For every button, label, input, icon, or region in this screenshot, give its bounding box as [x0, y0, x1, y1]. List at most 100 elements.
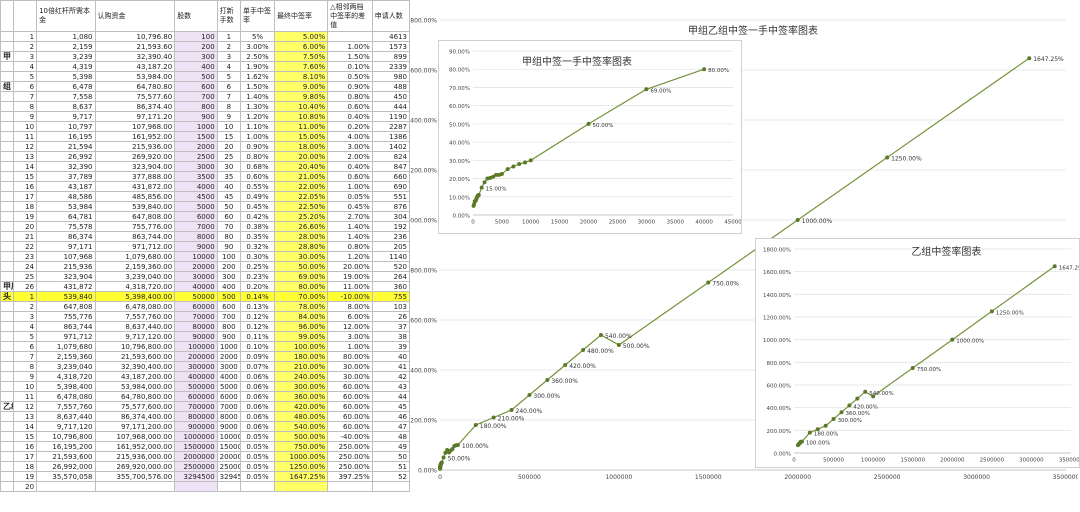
cell-n[interactable]: 4	[12, 61, 38, 72]
cell-a[interactable]: 876	[371, 201, 410, 212]
cell-s[interactable]: 400000	[174, 371, 218, 382]
cell-n[interactable]: 11	[12, 391, 38, 402]
cell-fr[interactable]: 30.00%	[274, 251, 329, 262]
cell-n[interactable]: 20	[12, 221, 38, 232]
cell-p[interactable]: 21,594	[36, 141, 96, 152]
cell-a[interactable]: 450	[371, 91, 410, 102]
cell-l[interactable]: 9000	[216, 421, 242, 432]
cell-a[interactable]	[371, 481, 410, 492]
cell-n[interactable]: 16	[12, 181, 38, 192]
cell-l[interactable]: 700	[216, 311, 242, 322]
cell-r[interactable]: 0.20%	[240, 281, 276, 292]
cell-n[interactable]: 8	[12, 101, 38, 112]
cell-f[interactable]: 485,856.00	[94, 191, 176, 202]
cell-a[interactable]: 264	[371, 271, 410, 282]
cell-fr[interactable]: 750.00%	[274, 441, 329, 452]
cell-p[interactable]: 4,319	[36, 61, 96, 72]
cell-r[interactable]: 0.32%	[240, 241, 276, 252]
cell-a[interactable]: 444	[371, 101, 410, 112]
cell-r[interactable]: 0.06%	[240, 391, 276, 402]
group-label-cell[interactable]	[0, 331, 14, 342]
header-cell[interactable]: 股数	[174, 0, 218, 32]
cell-r[interactable]: 0.12%	[240, 321, 276, 332]
cell-p[interactable]: 6,478	[36, 81, 96, 92]
cell-l[interactable]: 2	[216, 41, 242, 52]
cell-f[interactable]: 53,984.00	[94, 71, 176, 82]
group-label-cell[interactable]	[0, 181, 14, 192]
cell-a[interactable]: 51	[371, 461, 410, 472]
cell-p[interactable]: 48,586	[36, 191, 96, 202]
cell-n[interactable]: 19	[12, 471, 38, 482]
cell-l[interactable]: 5000	[216, 381, 242, 392]
cell-r[interactable]: 0.60%	[240, 171, 276, 182]
cell-n[interactable]: 6	[12, 341, 38, 352]
cell-fr[interactable]: 240.00%	[274, 371, 329, 382]
cell-f[interactable]: 863,744.00	[94, 231, 176, 242]
cell-n[interactable]: 17	[12, 451, 38, 462]
cell-p[interactable]: 53,984	[36, 201, 96, 212]
cell-fr[interactable]: 180.00%	[274, 351, 329, 362]
cell-d[interactable]: 30.00%	[327, 361, 373, 372]
cell-l[interactable]: 70	[216, 221, 242, 232]
cell-s[interactable]: 2500000	[174, 461, 218, 472]
cell-l[interactable]: 40	[216, 181, 242, 192]
cell-f[interactable]: 75,577.60	[94, 91, 176, 102]
cell-a[interactable]: 49	[371, 441, 410, 452]
cell-p[interactable]: 8,637	[36, 101, 96, 112]
cell-n[interactable]: 10	[12, 381, 38, 392]
cell-r[interactable]: 0.35%	[240, 231, 276, 242]
group-label-cell[interactable]	[0, 101, 14, 112]
cell-fr[interactable]: 99.00%	[274, 331, 329, 342]
cell-fr[interactable]: 70.00%	[274, 291, 329, 302]
cell-n[interactable]: 8	[12, 361, 38, 372]
cell-a[interactable]: 980	[371, 71, 410, 82]
cell-s[interactable]: 800	[174, 101, 218, 112]
cell-n[interactable]: 22	[12, 241, 38, 252]
cell-a[interactable]: 2287	[371, 121, 410, 132]
cell-r[interactable]: 0.25%	[240, 261, 276, 272]
cell-s[interactable]: 100000	[174, 341, 218, 352]
cell-d[interactable]: 80.00%	[327, 351, 373, 362]
cell-p[interactable]: 8,637,440	[36, 411, 96, 422]
cell-a[interactable]: 52	[371, 471, 410, 482]
group-label-cell[interactable]	[0, 311, 14, 322]
cell-fr[interactable]: 5.00%	[274, 31, 329, 42]
cell-f[interactable]: 21,593,600.00	[94, 351, 176, 362]
cell-s[interactable]: 800000	[174, 411, 218, 422]
cell-n[interactable]: 14	[12, 421, 38, 432]
cell-p[interactable]: 37,789	[36, 171, 96, 182]
group-label-cell[interactable]	[0, 31, 14, 42]
cell-p[interactable]: 35,570,058	[36, 471, 96, 482]
cell-f[interactable]: 32,390.40	[94, 51, 176, 62]
cell-a[interactable]: 690	[371, 181, 410, 192]
cell-a[interactable]: 43	[371, 381, 410, 392]
cell-p[interactable]: 107,968	[36, 251, 96, 262]
cell-fr[interactable]: 50.00%	[274, 261, 329, 272]
cell-n[interactable]: 15	[12, 171, 38, 182]
cell-s[interactable]: 8000	[174, 231, 218, 242]
cell-l[interactable]: 90	[216, 241, 242, 252]
cell-l[interactable]: 4	[216, 61, 242, 72]
cell-fr[interactable]: 96.00%	[274, 321, 329, 332]
cell-n[interactable]: 1	[12, 291, 38, 302]
cell-p[interactable]: 7,558	[36, 91, 96, 102]
cell-d[interactable]: 60.00%	[327, 421, 373, 432]
cell-fr[interactable]: 28.80%	[274, 241, 329, 252]
cell-a[interactable]: 520	[371, 261, 410, 272]
cell-f[interactable]: 539,840.00	[94, 201, 176, 212]
cell-p[interactable]: 3,239,040	[36, 361, 96, 372]
cell-a[interactable]: 41	[371, 361, 410, 372]
cell-a[interactable]: 304	[371, 211, 410, 222]
cell-r[interactable]: 0.05%	[240, 451, 276, 462]
cell-f[interactable]: 43,187.20	[94, 61, 176, 72]
cell-l[interactable]: 2000	[216, 351, 242, 362]
cell-fr[interactable]: 480.00%	[274, 411, 329, 422]
cell-f[interactable]: 971,712.00	[94, 241, 176, 252]
cell-fr[interactable]: 28.00%	[274, 231, 329, 242]
cell-l[interactable]: 35	[216, 171, 242, 182]
cell-l[interactable]: 7000	[216, 401, 242, 412]
cell-r[interactable]: 0.06%	[240, 421, 276, 432]
cell-a[interactable]: 47	[371, 421, 410, 432]
cell-d[interactable]: 0.60%	[327, 171, 373, 182]
cell-d[interactable]: 0.20%	[327, 121, 373, 132]
